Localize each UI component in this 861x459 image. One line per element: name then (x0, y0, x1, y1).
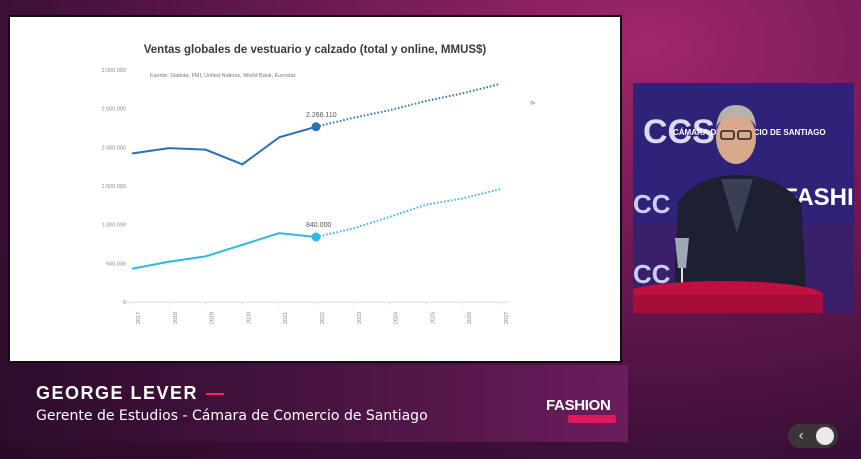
player-controls: ‹ (788, 424, 838, 448)
backdrop-logo-ccs-2: CC (633, 189, 671, 219)
series-1-data-label: 840.000 (306, 222, 331, 229)
series-1-highlight-point (311, 232, 321, 242)
cursor-glyph: ⊳ (530, 99, 536, 107)
x-tick-label: 2018 (173, 312, 179, 324)
y-tick-label: 3.000.000 (102, 68, 126, 74)
x-tick-label: 2025 (430, 312, 436, 324)
x-tick-label: 2021 (283, 312, 289, 324)
presentation-slide: Ventas globales de vestuario y calzado (… (8, 15, 622, 363)
x-tick-label: 2017 (136, 312, 142, 324)
speaker-head (716, 112, 756, 164)
series-0-line-forecast (315, 82, 501, 128)
speaker-name-text: GEORGE LEVER (36, 383, 199, 403)
prev-button[interactable]: ‹ (798, 428, 804, 444)
chart-source-note: Fuente: Statista, FMI, United Nations, W… (150, 73, 296, 79)
series-0-line-actual (131, 125, 317, 166)
x-tick-label: 2027 (504, 312, 510, 324)
series-1-line-forecast (315, 188, 501, 239)
y-tick-label: 500.000 (106, 261, 126, 267)
slide-canvas: Ventas globales de vestuario y calzado (… (10, 17, 620, 361)
x-tick-label: 2020 (246, 312, 252, 324)
x-tick-label: 2026 (467, 312, 473, 324)
y-tick-label: 2.500.000 (102, 107, 126, 113)
glass-stem (681, 268, 683, 286)
x-tick-label: 2022 (320, 312, 326, 324)
water-glass-icon (675, 238, 689, 268)
series-0-highlight-point (311, 122, 321, 132)
fashion-logo: FASHION (546, 397, 611, 414)
speaker-jacket (673, 175, 808, 313)
fashion-logo-accent (568, 415, 616, 423)
y-tick-label: 1.000.000 (102, 223, 126, 229)
name-dash: — (206, 383, 226, 403)
speaker-camera-view: CCS CÁMARA DE COMERCIO DE SANTIAGO FASHI… (633, 83, 854, 313)
y-tick-label: 1.500.000 (102, 184, 126, 190)
y-tick-label: 2.000.000 (102, 145, 126, 151)
backdrop-logo-ccs: CCS (643, 113, 715, 151)
speaker-name: GEORGE LEVER — (36, 383, 226, 404)
table-base (633, 295, 823, 313)
speaker-shirt (721, 179, 753, 233)
line-chart: Fuente: Statista, FMI, United Nations, W… (102, 68, 536, 324)
glasses-left (720, 130, 735, 140)
record-button[interactable] (816, 427, 834, 445)
x-tick-label: 2019 (210, 312, 216, 324)
speaker-scene: CCS CÁMARA DE COMERCIO DE SANTIAGO FASHI… (633, 83, 854, 313)
chart-title: Ventas globales de vestuario y calzado (… (143, 44, 487, 56)
x-tick-label: 2024 (394, 312, 400, 324)
series-1-line-actual (131, 232, 317, 270)
y-tick-label: 0 (123, 300, 126, 306)
speaker-hair (716, 105, 756, 128)
lower-third-banner: GEORGE LEVER — Gerente de Estudios - Cáma… (8, 365, 628, 442)
speaker-role: Gerente de Estudios - Cámara de Comercio… (36, 408, 428, 424)
series-0-data-label: 2.266.110 (306, 112, 337, 119)
x-tick-label: 2023 (357, 312, 363, 324)
glasses-right (737, 130, 752, 140)
